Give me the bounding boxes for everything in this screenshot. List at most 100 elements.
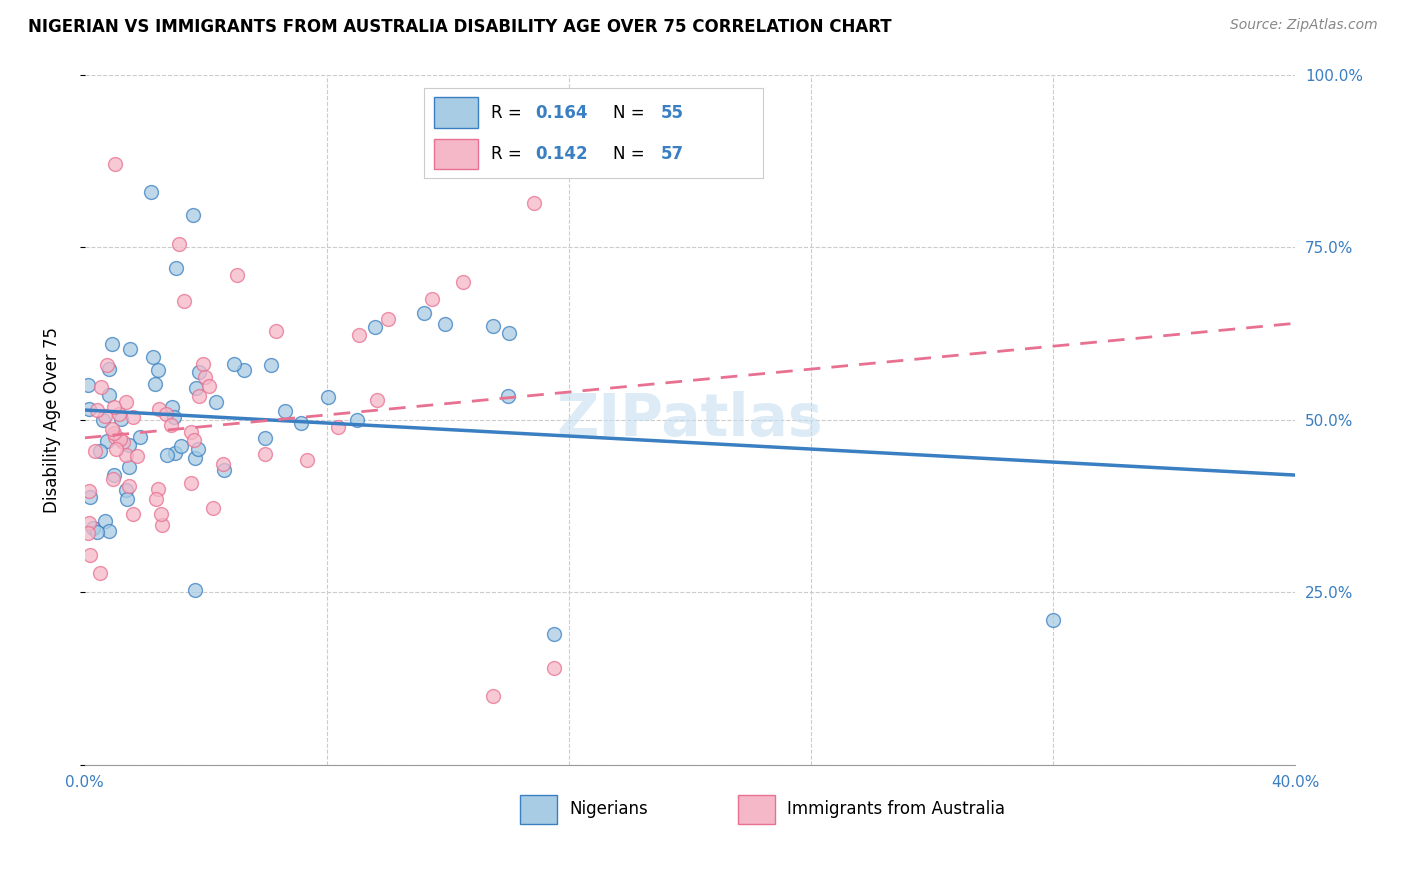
Point xyxy=(202,500,225,515)
Point xyxy=(103,468,125,483)
Point xyxy=(205,395,228,409)
FancyBboxPatch shape xyxy=(520,795,557,824)
Point xyxy=(98,361,121,376)
Point xyxy=(451,275,474,289)
Point xyxy=(160,400,183,414)
Point xyxy=(89,444,111,458)
Point xyxy=(145,492,167,507)
Point xyxy=(79,548,101,562)
Point xyxy=(103,401,125,415)
Point xyxy=(523,196,546,211)
Point xyxy=(377,311,399,326)
Point xyxy=(148,401,170,416)
Point xyxy=(184,582,207,597)
Point xyxy=(295,452,318,467)
Point xyxy=(104,430,127,444)
Point xyxy=(364,320,387,334)
Point xyxy=(1042,613,1064,627)
Point xyxy=(191,357,214,371)
Point xyxy=(96,434,118,448)
Point xyxy=(159,418,181,433)
Text: Nigerians: Nigerians xyxy=(569,799,648,818)
Point xyxy=(115,395,138,409)
Point xyxy=(108,407,131,421)
Point xyxy=(114,449,136,463)
Point xyxy=(149,508,172,522)
Point xyxy=(111,434,134,449)
Point xyxy=(141,185,163,199)
Point xyxy=(79,490,101,504)
Point xyxy=(89,566,111,580)
Point xyxy=(86,403,108,417)
Point xyxy=(264,324,287,338)
Point xyxy=(103,426,125,441)
Point xyxy=(146,482,169,496)
Point xyxy=(180,476,202,491)
Point xyxy=(117,438,139,452)
Point xyxy=(162,409,184,424)
Point xyxy=(125,450,148,464)
Text: Source: ZipAtlas.com: Source: ZipAtlas.com xyxy=(1230,18,1378,32)
Point xyxy=(253,447,276,461)
Point xyxy=(118,460,141,475)
Point xyxy=(347,328,370,343)
Point xyxy=(173,293,195,308)
Point xyxy=(482,689,505,703)
Y-axis label: Disability Age Over 75: Disability Age Over 75 xyxy=(44,326,60,513)
Point xyxy=(498,326,520,340)
Point xyxy=(420,292,443,306)
Point xyxy=(155,408,177,422)
Text: Immigrants from Australia: Immigrants from Australia xyxy=(787,799,1005,818)
Point xyxy=(543,627,565,641)
FancyBboxPatch shape xyxy=(738,795,775,824)
Point xyxy=(188,365,211,379)
Point xyxy=(366,393,388,408)
Point xyxy=(148,362,170,376)
Point xyxy=(184,451,207,466)
Point xyxy=(169,439,191,453)
Point xyxy=(83,444,105,458)
Point xyxy=(110,412,132,426)
Point xyxy=(121,410,143,425)
Point xyxy=(90,380,112,394)
Point xyxy=(316,391,339,405)
Point xyxy=(118,479,141,493)
Point xyxy=(110,432,132,446)
Point xyxy=(188,389,211,403)
Point xyxy=(211,457,233,471)
Point xyxy=(260,358,283,372)
Point xyxy=(183,434,205,448)
Point xyxy=(214,463,236,477)
Point xyxy=(150,518,173,533)
Point xyxy=(169,237,191,252)
Point xyxy=(91,412,114,426)
Point xyxy=(496,389,519,403)
Point xyxy=(254,431,277,445)
Text: ZIPatlas: ZIPatlas xyxy=(557,392,824,449)
Point xyxy=(118,342,141,356)
Point xyxy=(86,524,108,539)
Point xyxy=(481,319,503,334)
Point xyxy=(163,446,186,460)
Point xyxy=(98,524,121,538)
Point xyxy=(198,378,221,392)
Point xyxy=(104,157,127,171)
Point xyxy=(233,362,256,376)
Point xyxy=(100,336,122,351)
Point xyxy=(96,358,118,372)
Point xyxy=(290,416,312,430)
Point xyxy=(222,357,245,371)
Point xyxy=(543,661,565,675)
Point xyxy=(115,491,138,506)
Point xyxy=(105,442,128,456)
Point xyxy=(82,520,104,534)
Point xyxy=(77,484,100,499)
Point xyxy=(98,388,121,402)
Point xyxy=(326,420,349,434)
Point xyxy=(194,370,217,384)
Point xyxy=(165,260,187,275)
Point xyxy=(94,514,117,528)
Point xyxy=(346,413,368,427)
Text: NIGERIAN VS IMMIGRANTS FROM AUSTRALIA DISABILITY AGE OVER 75 CORRELATION CHART: NIGERIAN VS IMMIGRANTS FROM AUSTRALIA DI… xyxy=(28,18,891,36)
Point xyxy=(122,508,145,522)
